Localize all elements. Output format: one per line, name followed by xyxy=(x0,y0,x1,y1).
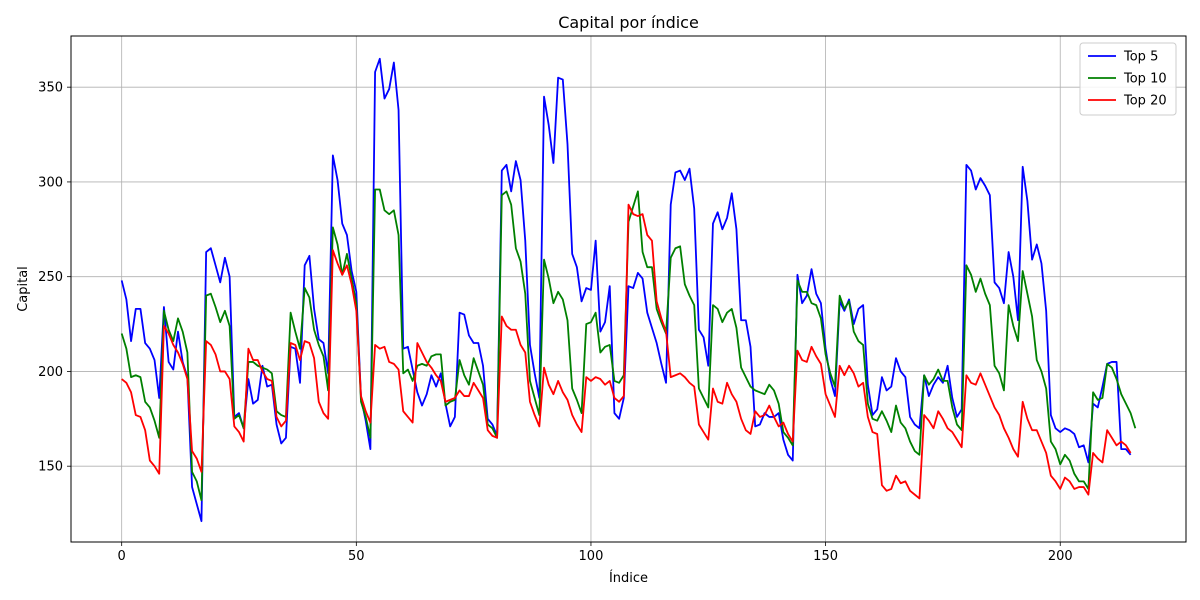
x-tick-label: 50 xyxy=(348,549,365,564)
x-tick-label: 200 xyxy=(1048,549,1073,564)
legend: Top 5 Top 10 Top 20 xyxy=(1079,42,1177,116)
legend-label: Top 20 xyxy=(1123,94,1167,109)
plot-frame xyxy=(70,35,1187,543)
x-axis-label: Índice xyxy=(609,570,648,586)
legend-label: Top 5 xyxy=(1123,50,1158,65)
y-tick-label: 200 xyxy=(38,365,63,380)
y-tick-label: 350 xyxy=(38,81,63,96)
legend-label: Top 10 xyxy=(1123,72,1167,87)
x-axis: 0 50 100 150 200 xyxy=(118,542,1073,564)
series-layer xyxy=(120,57,1137,523)
y-tick-label: 250 xyxy=(38,270,63,285)
y-tick-label: 300 xyxy=(38,175,63,190)
x-tick-label: 100 xyxy=(579,549,604,564)
y-tick-label: 150 xyxy=(38,460,63,475)
y-axis-label: Capital xyxy=(16,266,31,312)
x-tick-label: 0 xyxy=(118,549,126,564)
legend-box xyxy=(1079,42,1177,116)
chart-title: Capital por índice xyxy=(558,13,699,32)
y-axis: 150 200 250 300 350 xyxy=(38,81,71,475)
series-line-3 xyxy=(121,203,1132,500)
x-tick-label: 150 xyxy=(813,549,838,564)
